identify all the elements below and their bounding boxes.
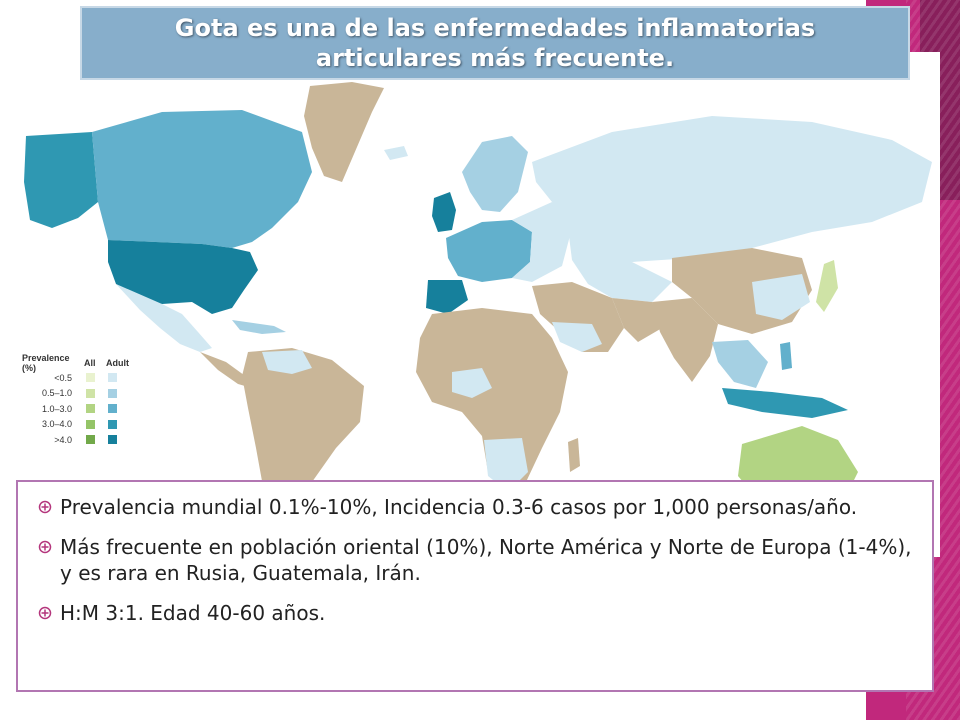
map-region-arabia <box>552 322 602 352</box>
map-region-philippines <box>780 342 792 370</box>
legend-swatch-all <box>86 373 95 383</box>
map-region-eastern-europe <box>512 202 572 282</box>
map-region-mexico <box>116 284 212 352</box>
legend-row: <0.5 <box>22 370 172 386</box>
map-region-iran <box>612 298 662 342</box>
map-legend: Prevalence (%) All Adult <0.5 0.5–1.0 1.0–… <box>22 353 172 448</box>
map-region-canada <box>92 110 312 248</box>
map-region-indonesia <box>722 388 848 418</box>
bullet-text: Prevalencia mundial 0.1%-10%, Incidencia… <box>60 495 858 519</box>
map-region-usa <box>108 240 258 314</box>
map-region-southern-africa <box>484 438 528 492</box>
map-region-uk <box>432 192 456 232</box>
map-region-caribbean <box>232 320 286 334</box>
bullet-item: Prevalencia mundial 0.1%-10%, Incidencia… <box>38 494 912 520</box>
map-region-madagascar <box>568 438 580 472</box>
legend-row: >4.0 <box>22 432 172 448</box>
legend-col-adult: Adult <box>106 358 129 368</box>
legend-swatch-all <box>86 419 95 429</box>
legend-col-all: All <box>84 358 96 368</box>
map-region-middle-east <box>532 282 624 352</box>
map-region-greenland <box>304 82 384 182</box>
map-region-southeast-asia <box>712 340 768 388</box>
legend-row-label: <0.5 <box>54 372 72 383</box>
map-region-east-china <box>752 274 810 320</box>
map-region-scandinavia <box>462 136 528 212</box>
map-region-russia <box>532 116 932 262</box>
map-region-central-america <box>200 352 252 388</box>
map-region-spain <box>426 280 468 314</box>
legend-row-label: 1.0–3.0 <box>41 403 72 414</box>
bullet-text: Más frecuente en población oriental (10%… <box>60 535 912 585</box>
bullet-text: H:M 3:1. Edad 40-60 años. <box>60 601 326 625</box>
map-region-northern-south-america <box>262 350 312 374</box>
bullet-list: Prevalencia mundial 0.1%-10%, Incidencia… <box>18 482 932 626</box>
legend-swatch-adult <box>108 435 117 445</box>
map-region-alaska <box>24 132 98 228</box>
circled-plus-icon <box>38 606 52 620</box>
legend-row: 3.0–4.0 <box>22 417 172 433</box>
circled-plus-icon <box>38 500 52 514</box>
content-box: Prevalencia mundial 0.1%-10%, Incidencia… <box>16 480 934 692</box>
legend-row-label: 0.5–1.0 <box>41 388 72 399</box>
slide-title: Gota es una de las enfermedades inflamat… <box>174 14 816 72</box>
map-region-western-europe <box>446 220 532 282</box>
legend-swatch-all <box>86 388 95 398</box>
legend-swatch-all <box>86 435 95 445</box>
legend-row: 1.0–3.0 <box>22 401 172 417</box>
bullet-item: H:M 3:1. Edad 40-60 años. <box>38 600 912 626</box>
legend-row: 0.5–1.0 <box>22 386 172 402</box>
map-region-central-asia <box>568 228 672 302</box>
legend-row-label: 3.0–4.0 <box>41 419 72 430</box>
map-region-iceland <box>384 146 408 160</box>
circled-plus-icon <box>38 540 52 554</box>
bullet-item: Más frecuente en población oriental (10%… <box>38 534 912 586</box>
legend-swatch-adult <box>108 404 117 414</box>
legend-swatch-adult <box>108 419 117 429</box>
legend-swatch-adult <box>108 373 117 383</box>
legend-title: Prevalence (%) <box>22 353 70 373</box>
legend-header: Prevalence (%) All Adult <box>22 353 172 373</box>
map-region-africa <box>416 308 568 492</box>
map-region-india <box>652 298 718 382</box>
slide-title-box: Gota es una de las enfermedades inflamat… <box>80 6 910 80</box>
legend-swatch-adult <box>108 388 117 398</box>
legend-swatch-all <box>86 404 95 414</box>
legend-rows: <0.5 0.5–1.0 1.0–3.0 3.0–4.0 >4.0 <box>22 370 172 448</box>
map-region-nigeria <box>452 368 492 398</box>
map-region-japan <box>816 260 838 312</box>
legend-row-label: >4.0 <box>54 434 72 445</box>
